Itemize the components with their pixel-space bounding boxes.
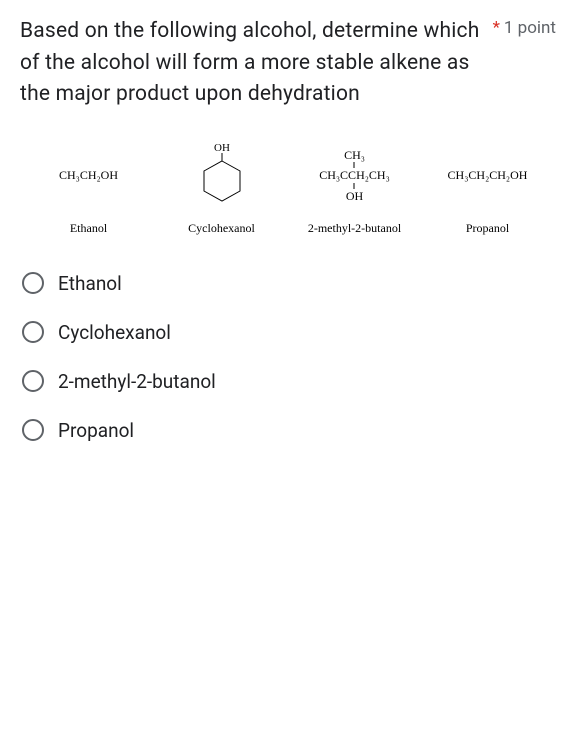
cyclohexanol-svg: OH — [192, 141, 252, 211]
label-butanol: 2-methyl-2-butanol — [288, 221, 421, 236]
label-ethanol: Ethanol — [22, 221, 155, 236]
structure-labels-row: Ethanol Cyclohexanol 2-methyl-2-butanol … — [20, 221, 556, 236]
option-label: Cyclohexanol — [58, 321, 171, 344]
structure-cyclohexanol: OH — [155, 141, 288, 211]
points-indicator: * 1 point — [493, 16, 556, 38]
butanol-line3: OH — [319, 189, 390, 203]
structure-butanol: CH₃ CH₃CCH₂CH₃ OH — [288, 146, 421, 206]
structure-propanol: CH₃CH₂CH₂OH — [421, 146, 554, 206]
option-label: 2-methyl-2-butanol — [58, 370, 216, 393]
option-label: Propanol — [58, 419, 134, 442]
option-2methyl2butanol[interactable]: 2-methyl-2-butanol — [22, 370, 556, 393]
options-group: Ethanol Cyclohexanol 2-methyl-2-butanol … — [20, 272, 556, 442]
radio-icon — [22, 272, 44, 294]
radio-icon — [22, 419, 44, 441]
option-cyclohexanol[interactable]: Cyclohexanol — [22, 321, 556, 344]
option-label: Ethanol — [58, 272, 122, 295]
structure-ethanol: CH₃CH₂OH — [22, 146, 155, 206]
points-text: 1 point — [504, 18, 556, 38]
label-propanol: Propanol — [421, 221, 554, 236]
ethanol-formula: CH₃CH₂OH — [59, 168, 118, 183]
option-ethanol[interactable]: Ethanol — [22, 272, 556, 295]
question-text: Based on the following alcohol, determin… — [20, 16, 493, 111]
structures-row: CH₃CH₂OH OH CH₃ CH₃CCH₂CH₃ OH CH₃CH₂CH₂O… — [20, 141, 556, 211]
radio-icon — [22, 370, 44, 392]
cyclohexanol-oh-label: OH — [214, 142, 230, 154]
option-propanol[interactable]: Propanol — [22, 419, 556, 442]
radio-icon — [22, 321, 44, 343]
required-asterisk: * — [493, 18, 500, 38]
butanol-line2: CH₃CCH₂CH₃ — [319, 168, 390, 182]
cyclohexanol-ring — [204, 161, 240, 201]
propanol-formula: CH₃CH₂CH₂OH — [448, 168, 528, 183]
label-cyclohexanol: Cyclohexanol — [155, 221, 288, 236]
butanol-line1: CH₃ — [319, 148, 390, 162]
